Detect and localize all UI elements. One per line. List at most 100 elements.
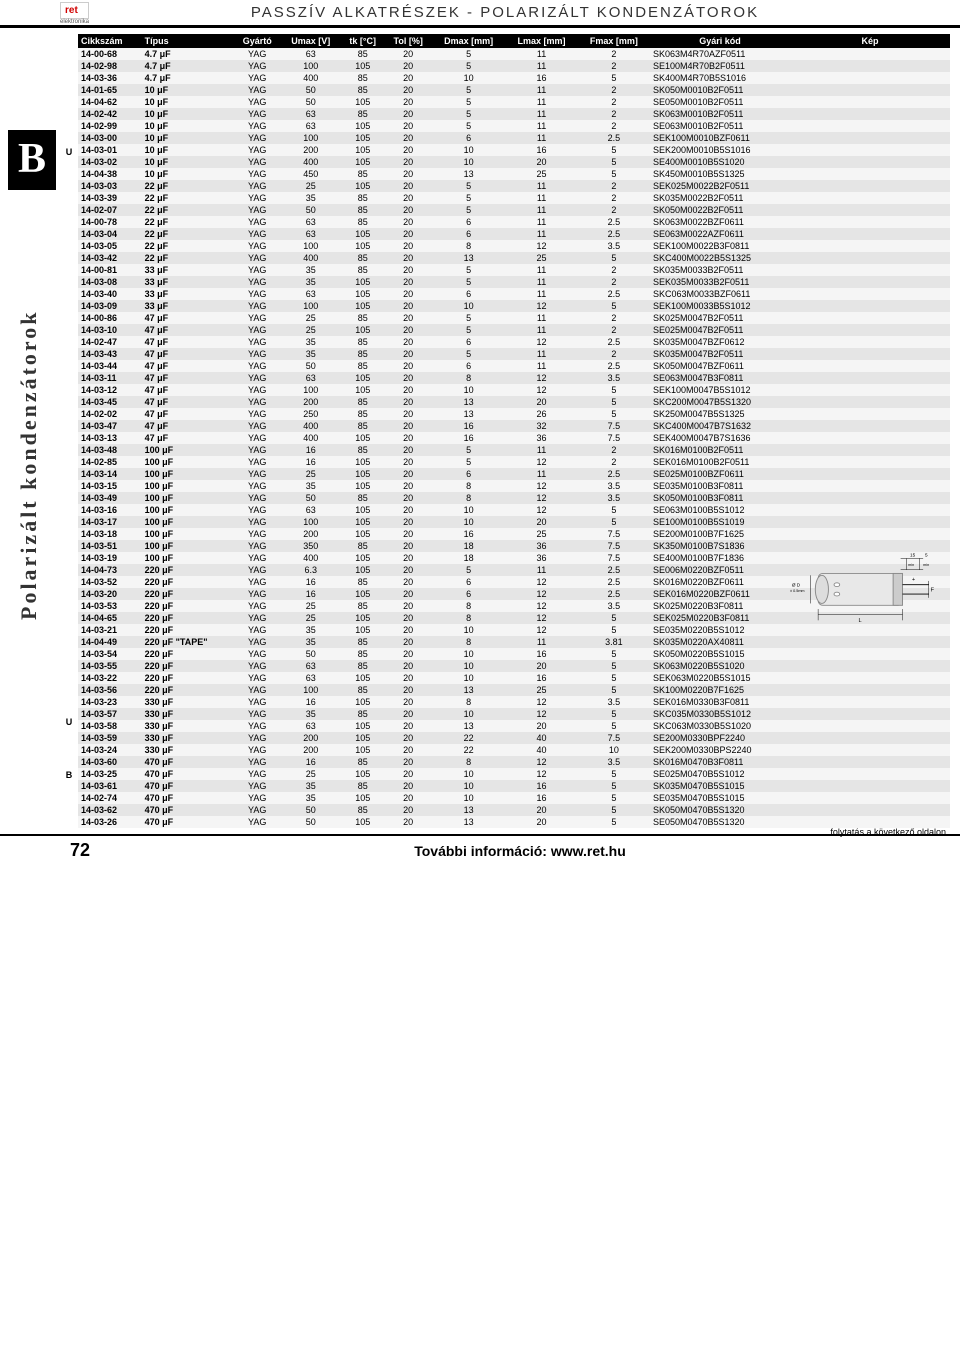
cell: 2 bbox=[578, 276, 650, 288]
cell: 14-03-55 bbox=[78, 660, 142, 672]
cell: 11 bbox=[505, 192, 577, 204]
cell: 25 bbox=[281, 600, 341, 612]
cell: 20 bbox=[385, 780, 432, 792]
cell: 14-03-36 bbox=[78, 72, 142, 84]
cell: 36 bbox=[505, 552, 577, 564]
cell: 10 bbox=[432, 384, 506, 396]
col-header: Lmax [mm] bbox=[505, 34, 577, 48]
cell: 14-03-53 bbox=[78, 600, 142, 612]
cell: YAG bbox=[234, 492, 281, 504]
cell: YAG bbox=[234, 768, 281, 780]
cell: 105 bbox=[341, 60, 385, 72]
cell: 10 μF bbox=[142, 144, 234, 156]
cell: YAG bbox=[234, 336, 281, 348]
cell: 20 bbox=[385, 564, 432, 576]
cell: 13 bbox=[432, 252, 506, 264]
cell: 220 μF bbox=[142, 612, 234, 624]
cell: 12 bbox=[505, 612, 577, 624]
cell: 35 bbox=[281, 480, 341, 492]
cell: 400 bbox=[281, 420, 341, 432]
cell: 330 μF bbox=[142, 732, 234, 744]
cell: SK016M0220BZF0611 bbox=[650, 576, 790, 588]
cell: 63 bbox=[281, 660, 341, 672]
cell: 25 bbox=[505, 684, 577, 696]
cell: 14-03-18 bbox=[78, 528, 142, 540]
cell: 5 bbox=[578, 300, 650, 312]
cell: 10 μF bbox=[142, 96, 234, 108]
dim-15: 15 bbox=[910, 553, 916, 558]
cell: SKC035M0330B5S1012 bbox=[650, 708, 790, 720]
cell: 105 bbox=[341, 720, 385, 732]
cell: 5 bbox=[578, 408, 650, 420]
cell: 47 μF bbox=[142, 420, 234, 432]
cell: 100 μF bbox=[142, 444, 234, 456]
content: CikkszámTípusGyártóUmax [V]tk [°C]Tol [%… bbox=[78, 34, 950, 828]
cell: 20 bbox=[385, 288, 432, 300]
cell: 14-00-81 bbox=[78, 264, 142, 276]
cell: 220 μF bbox=[142, 624, 234, 636]
cell: YAG bbox=[234, 204, 281, 216]
table-row: 14-03-0322 μFYAG25105205112SEK025M0022B2… bbox=[78, 180, 950, 192]
cell: 14-03-26 bbox=[78, 816, 142, 828]
cell: 85 bbox=[341, 420, 385, 432]
cell: 20 bbox=[385, 744, 432, 756]
cell: 470 μF bbox=[142, 804, 234, 816]
cell: 20 bbox=[385, 708, 432, 720]
cell: 20 bbox=[385, 480, 432, 492]
cell: 5 bbox=[578, 156, 650, 168]
table-row: 14-02-85100 μFYAG16105205122SEK016M0100B… bbox=[78, 456, 950, 468]
cell: 220 μF bbox=[142, 684, 234, 696]
cell: 11 bbox=[505, 48, 577, 60]
cell: 20 bbox=[385, 252, 432, 264]
cell: 6 bbox=[432, 228, 506, 240]
cell: 105 bbox=[341, 96, 385, 108]
cell: YAG bbox=[234, 672, 281, 684]
cell: YAG bbox=[234, 408, 281, 420]
cell: SKC400M0047B7S1632 bbox=[650, 420, 790, 432]
cell: 13 bbox=[432, 408, 506, 420]
cell: 14-04-65 bbox=[78, 612, 142, 624]
logo: ret elektronika bbox=[60, 2, 89, 25]
cell: 3.5 bbox=[578, 600, 650, 612]
cell: 14-03-45 bbox=[78, 396, 142, 408]
cell: 5 bbox=[578, 816, 650, 828]
cell: 2 bbox=[578, 348, 650, 360]
cell: YAG bbox=[234, 240, 281, 252]
table-row: 14-03-4547 μFYAG200852013205SKC200M0047B… bbox=[78, 396, 950, 408]
cell: SEK100M0047B5S1012 bbox=[650, 384, 790, 396]
cell: 2 bbox=[578, 264, 650, 276]
cell: 5 bbox=[578, 768, 650, 780]
cell: 20 bbox=[385, 156, 432, 168]
cell: 63 bbox=[281, 288, 341, 300]
cell: 11 bbox=[505, 288, 577, 300]
col-header: Dmax [mm] bbox=[432, 34, 506, 48]
cell: YAG bbox=[234, 384, 281, 396]
cell: YAG bbox=[234, 468, 281, 480]
cell: 5 bbox=[432, 192, 506, 204]
cell: 11 bbox=[505, 312, 577, 324]
cell: SK063M0010B2F0511 bbox=[650, 108, 790, 120]
cell: 14-03-02 bbox=[78, 156, 142, 168]
cell: 63 bbox=[281, 108, 341, 120]
cell: 12 bbox=[505, 708, 577, 720]
col-header: Fmax [mm] bbox=[578, 34, 650, 48]
cell: 14-03-59 bbox=[78, 732, 142, 744]
capacitor-table: CikkszámTípusGyártóUmax [V]tk [°C]Tol [%… bbox=[78, 34, 950, 828]
table-row: 14-03-3922 μFYAG3585205112SK035M0022B2F0… bbox=[78, 192, 950, 204]
cell: YAG bbox=[234, 420, 281, 432]
cell: 3.5 bbox=[578, 240, 650, 252]
cell: 8 bbox=[432, 696, 506, 708]
cell: 11 bbox=[505, 348, 577, 360]
cell: 3.5 bbox=[578, 480, 650, 492]
cell: 14-03-08 bbox=[78, 276, 142, 288]
cell: 2.5 bbox=[578, 468, 650, 480]
col-header: Gyártó bbox=[234, 34, 281, 48]
table-row: 14-03-0110 μFYAG2001052010165SEK200M0010… bbox=[78, 144, 950, 156]
cell: 14-02-02 bbox=[78, 408, 142, 420]
cell: SEK100M0022B3F0811 bbox=[650, 240, 790, 252]
cell: YAG bbox=[234, 756, 281, 768]
cell: 16 bbox=[281, 456, 341, 468]
cell: 105 bbox=[341, 300, 385, 312]
cell: 14-03-42 bbox=[78, 252, 142, 264]
cell: YAG bbox=[234, 288, 281, 300]
